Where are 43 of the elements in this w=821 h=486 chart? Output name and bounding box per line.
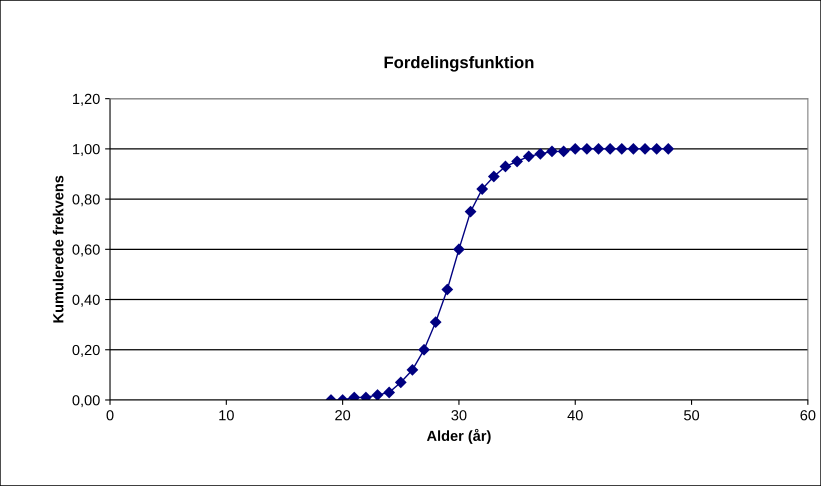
point	[581, 143, 592, 154]
point	[628, 143, 640, 154]
y-tick-label: 0,20	[72, 344, 100, 357]
point	[523, 150, 534, 162]
point	[604, 143, 616, 154]
y-tick-label: 0,60	[72, 244, 100, 256]
point	[639, 143, 651, 154]
y-tick-label: 0,00	[72, 395, 100, 408]
point	[442, 284, 453, 296]
x-tick-label: 40	[567, 410, 583, 420]
point	[534, 148, 546, 160]
point	[372, 389, 384, 400]
x-tick-label: 0	[106, 410, 114, 420]
x-tick-label: 20	[335, 410, 350, 420]
y-tick-label: 0,80	[72, 194, 100, 206]
x-tick-label: 60	[800, 410, 816, 420]
y-tick-label: 1,00	[73, 144, 100, 156]
point	[395, 376, 406, 388]
point	[570, 143, 581, 154]
point	[662, 143, 674, 154]
point	[384, 386, 395, 398]
point	[464, 206, 476, 218]
point	[511, 156, 523, 168]
point	[418, 344, 430, 356]
x-axis-title: Alder (år)	[426, 428, 491, 444]
y-tick-label: 0,40	[72, 294, 100, 307]
point	[651, 143, 662, 154]
x-tick-label: 30	[451, 410, 466, 420]
point	[546, 146, 558, 157]
point	[406, 364, 418, 376]
point	[558, 146, 570, 157]
x-tick-label: 50	[684, 410, 700, 420]
point	[476, 183, 488, 195]
point	[616, 143, 628, 154]
chart-title: Fordelingsfunktion	[384, 56, 534, 72]
y-tick-label: 1,20	[73, 94, 100, 106]
point	[430, 316, 442, 328]
point	[488, 170, 500, 182]
point	[592, 143, 604, 154]
point	[453, 244, 465, 255]
x-tick-label: 10	[219, 410, 234, 420]
y-axis-title: Kumulerede frekvens	[52, 176, 64, 322]
point	[500, 160, 512, 172]
